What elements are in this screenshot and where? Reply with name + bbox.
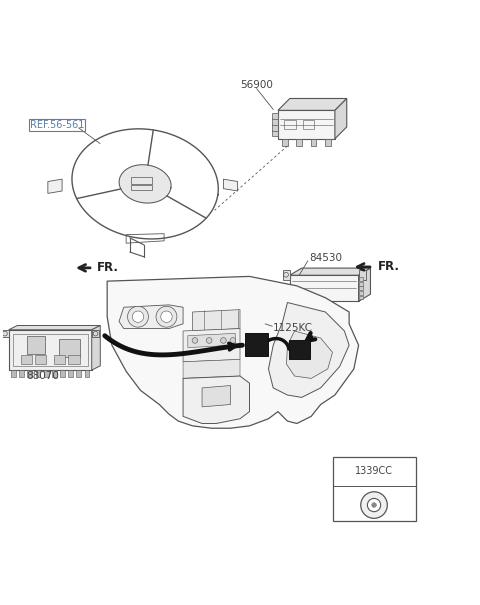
Polygon shape bbox=[359, 291, 363, 295]
Polygon shape bbox=[311, 139, 316, 146]
Circle shape bbox=[192, 338, 198, 343]
Circle shape bbox=[206, 338, 212, 343]
Polygon shape bbox=[272, 124, 278, 131]
Polygon shape bbox=[283, 269, 290, 280]
Polygon shape bbox=[282, 139, 288, 146]
Polygon shape bbox=[272, 119, 278, 125]
Text: 56900: 56900 bbox=[240, 80, 273, 90]
Polygon shape bbox=[183, 359, 240, 378]
Polygon shape bbox=[223, 179, 238, 191]
Polygon shape bbox=[325, 139, 331, 146]
Polygon shape bbox=[68, 355, 80, 364]
Text: 84530: 84530 bbox=[309, 253, 342, 263]
Polygon shape bbox=[59, 339, 80, 356]
Polygon shape bbox=[76, 370, 81, 378]
Polygon shape bbox=[359, 296, 363, 299]
Polygon shape bbox=[183, 329, 240, 362]
Polygon shape bbox=[245, 333, 268, 356]
Polygon shape bbox=[21, 355, 32, 364]
Circle shape bbox=[156, 306, 177, 327]
Circle shape bbox=[161, 311, 172, 322]
Polygon shape bbox=[335, 99, 347, 139]
Polygon shape bbox=[333, 457, 416, 521]
Polygon shape bbox=[183, 376, 250, 424]
Polygon shape bbox=[54, 355, 65, 364]
Polygon shape bbox=[92, 325, 100, 370]
Polygon shape bbox=[107, 276, 359, 428]
Polygon shape bbox=[272, 130, 278, 137]
Polygon shape bbox=[202, 385, 230, 407]
Circle shape bbox=[132, 311, 144, 322]
Polygon shape bbox=[9, 325, 100, 330]
Polygon shape bbox=[306, 301, 325, 310]
Polygon shape bbox=[287, 331, 333, 378]
Circle shape bbox=[372, 503, 376, 508]
Polygon shape bbox=[68, 370, 73, 378]
Polygon shape bbox=[278, 110, 335, 139]
Polygon shape bbox=[290, 268, 371, 275]
Polygon shape bbox=[359, 268, 371, 301]
Text: 1339CC: 1339CC bbox=[355, 466, 393, 476]
Circle shape bbox=[128, 306, 148, 327]
Polygon shape bbox=[278, 99, 347, 110]
Polygon shape bbox=[192, 310, 240, 331]
Polygon shape bbox=[268, 302, 349, 397]
Circle shape bbox=[230, 338, 236, 343]
Circle shape bbox=[367, 499, 381, 512]
Polygon shape bbox=[188, 333, 235, 347]
Text: 88070: 88070 bbox=[27, 371, 60, 381]
Polygon shape bbox=[84, 370, 89, 378]
Polygon shape bbox=[272, 113, 278, 119]
Text: 1125KC: 1125KC bbox=[273, 322, 313, 333]
Polygon shape bbox=[290, 275, 359, 301]
Text: FR.: FR. bbox=[378, 260, 399, 273]
Polygon shape bbox=[60, 370, 65, 378]
Polygon shape bbox=[289, 339, 310, 359]
Polygon shape bbox=[9, 330, 92, 370]
Polygon shape bbox=[36, 370, 40, 378]
Polygon shape bbox=[297, 139, 302, 146]
Polygon shape bbox=[119, 305, 183, 329]
Circle shape bbox=[220, 338, 226, 343]
Polygon shape bbox=[48, 179, 62, 194]
Polygon shape bbox=[27, 370, 32, 378]
Polygon shape bbox=[19, 370, 24, 378]
Text: REF.56-561: REF.56-561 bbox=[30, 120, 84, 129]
Text: FR.: FR. bbox=[96, 261, 119, 274]
Polygon shape bbox=[359, 277, 363, 281]
Polygon shape bbox=[92, 330, 99, 337]
Polygon shape bbox=[52, 370, 57, 378]
Polygon shape bbox=[119, 165, 171, 203]
Polygon shape bbox=[44, 370, 48, 378]
Polygon shape bbox=[359, 269, 366, 280]
Polygon shape bbox=[26, 336, 46, 354]
Polygon shape bbox=[11, 370, 16, 378]
Polygon shape bbox=[359, 286, 363, 290]
Circle shape bbox=[361, 492, 387, 518]
Polygon shape bbox=[35, 355, 47, 364]
Polygon shape bbox=[359, 282, 363, 286]
Polygon shape bbox=[1, 330, 9, 337]
